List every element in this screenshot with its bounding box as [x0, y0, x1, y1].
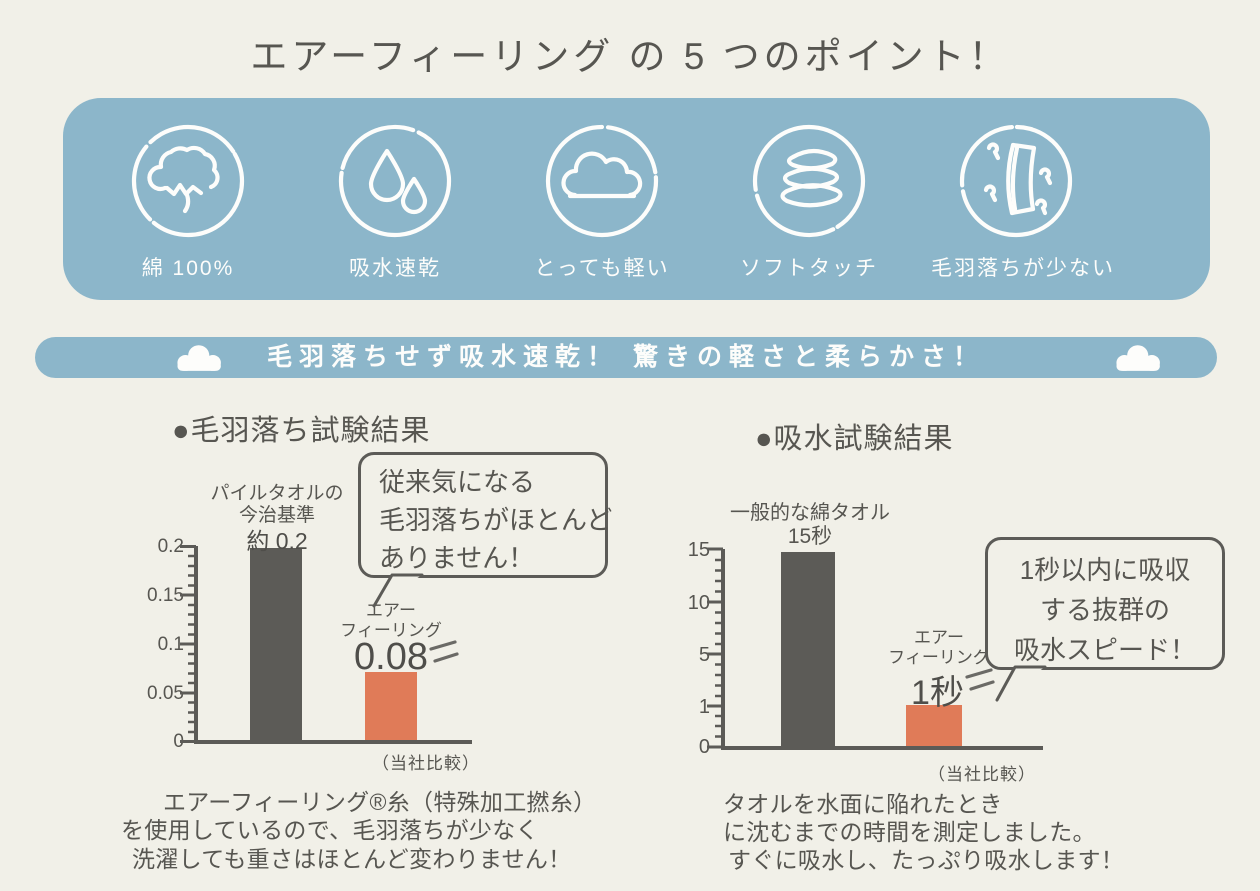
bar-value-air-feeling: 0.08: [354, 636, 428, 678]
ribbon-banner: 毛羽落ちせず吸水速乾！ 驚きの軽さと柔らかさ！: [35, 337, 1217, 378]
bar-label-air-feeling: エアー フィーリング: [888, 628, 990, 667]
bar-air-feeling-lint: [365, 672, 417, 742]
y-tick-label: 0.2: [157, 536, 184, 557]
cloud-icon: [177, 345, 221, 371]
speech-bubble-lint: 従来気になる 毛羽落ちがほとんど ありません！: [358, 452, 612, 578]
feature-low-lint: 毛羽落ちが少ない: [931, 98, 1115, 298]
chart-title-absorb: ●吸水試験結果: [755, 423, 954, 455]
feature-cotton: 綿 100%: [103, 98, 273, 298]
y-tick-label: 0: [173, 731, 184, 752]
ribbon-text: 毛羽落ちせず吸水速乾！ 驚きの軽さと柔らかさ！: [267, 343, 985, 371]
feature-label: とっても軽い: [534, 257, 670, 280]
bar-label-regular-towel: 一般的な綿タオル 15秒: [730, 502, 890, 548]
speech-bubble-tail: [372, 573, 424, 608]
bar-imabari-standard: [250, 548, 302, 742]
cloud-icon: [545, 124, 659, 238]
caption-line: エアーフィーリング®糸（特殊加工撚糸）: [163, 789, 597, 815]
y-axis-ruler: [180, 545, 198, 743]
water-drops-icon: [338, 124, 452, 238]
y-tick-label: 10: [687, 592, 710, 614]
y-tick-label: 0.15: [147, 585, 184, 606]
caption-line: タオルを水面に陥れたとき: [723, 791, 1003, 817]
emphasis-sparkle-icon: [429, 640, 459, 663]
y-tick-label: 5: [698, 644, 710, 666]
cotton-icon: [131, 124, 245, 238]
comparison-note: （当社比較）: [372, 754, 480, 773]
bar-label-imabari: パイルタオルの 今治基準: [210, 483, 344, 526]
y-axis-ruler: [707, 547, 725, 749]
bar-value-imabari: 約 0.2: [246, 528, 308, 554]
cloud-icon: [1116, 345, 1160, 371]
caption-line: すぐに吸水し、たっぷり吸水します！: [728, 847, 1125, 873]
bar-regular-towel: [781, 552, 835, 748]
feature-light: とっても軽い: [517, 98, 687, 298]
feature-label: ソフトタッチ: [740, 257, 878, 280]
y-tick-label: 15: [687, 539, 710, 561]
features-banner: 綿 100% 吸水速乾 とっても軽い ソ: [63, 98, 1210, 300]
speech-bubble-absorb: 1秒以内に吸収 する抜群の 吸水スピード！: [985, 537, 1225, 670]
comparison-note: （当社比較）: [928, 765, 1036, 784]
emphasis-sparkle-icon: [965, 668, 995, 691]
feature-soft: ソフトタッチ: [724, 98, 894, 298]
caption-line: に沈むまでの時間を測定しました。: [723, 819, 1096, 845]
towel-lint-icon: [959, 124, 1073, 238]
chart-title-lint: ●毛羽落ち試験結果: [172, 415, 431, 447]
towel-stack-icon: [752, 124, 866, 238]
feature-label: 毛羽落ちが少ない: [931, 257, 1115, 280]
feature-label: 吸水速乾: [349, 257, 441, 280]
x-axis: [721, 746, 1043, 750]
y-tick-label: 1: [698, 696, 710, 718]
x-axis: [194, 740, 472, 744]
y-tick-label: 0.1: [157, 634, 184, 655]
bar-air-feeling-absorb: [906, 705, 962, 748]
bar-label-air-feeling: エアー フィーリング: [340, 601, 442, 640]
page-title: エアーフィーリング の 5 つのポイント！: [250, 36, 1010, 77]
y-tick-label: 0.05: [147, 683, 184, 704]
bar-value-air-feeling: 1秒: [911, 674, 964, 712]
speech-bubble-tail: [995, 665, 1047, 702]
feature-label: 綿 100%: [141, 257, 235, 280]
y-tick-label: 0: [698, 736, 710, 758]
caption-line: 洗濯しても重さはほとんど変わりません！: [132, 846, 572, 872]
caption-line: を使用しているので、毛羽落ちが少なく: [121, 817, 539, 843]
feature-absorb: 吸水速乾: [310, 98, 480, 298]
